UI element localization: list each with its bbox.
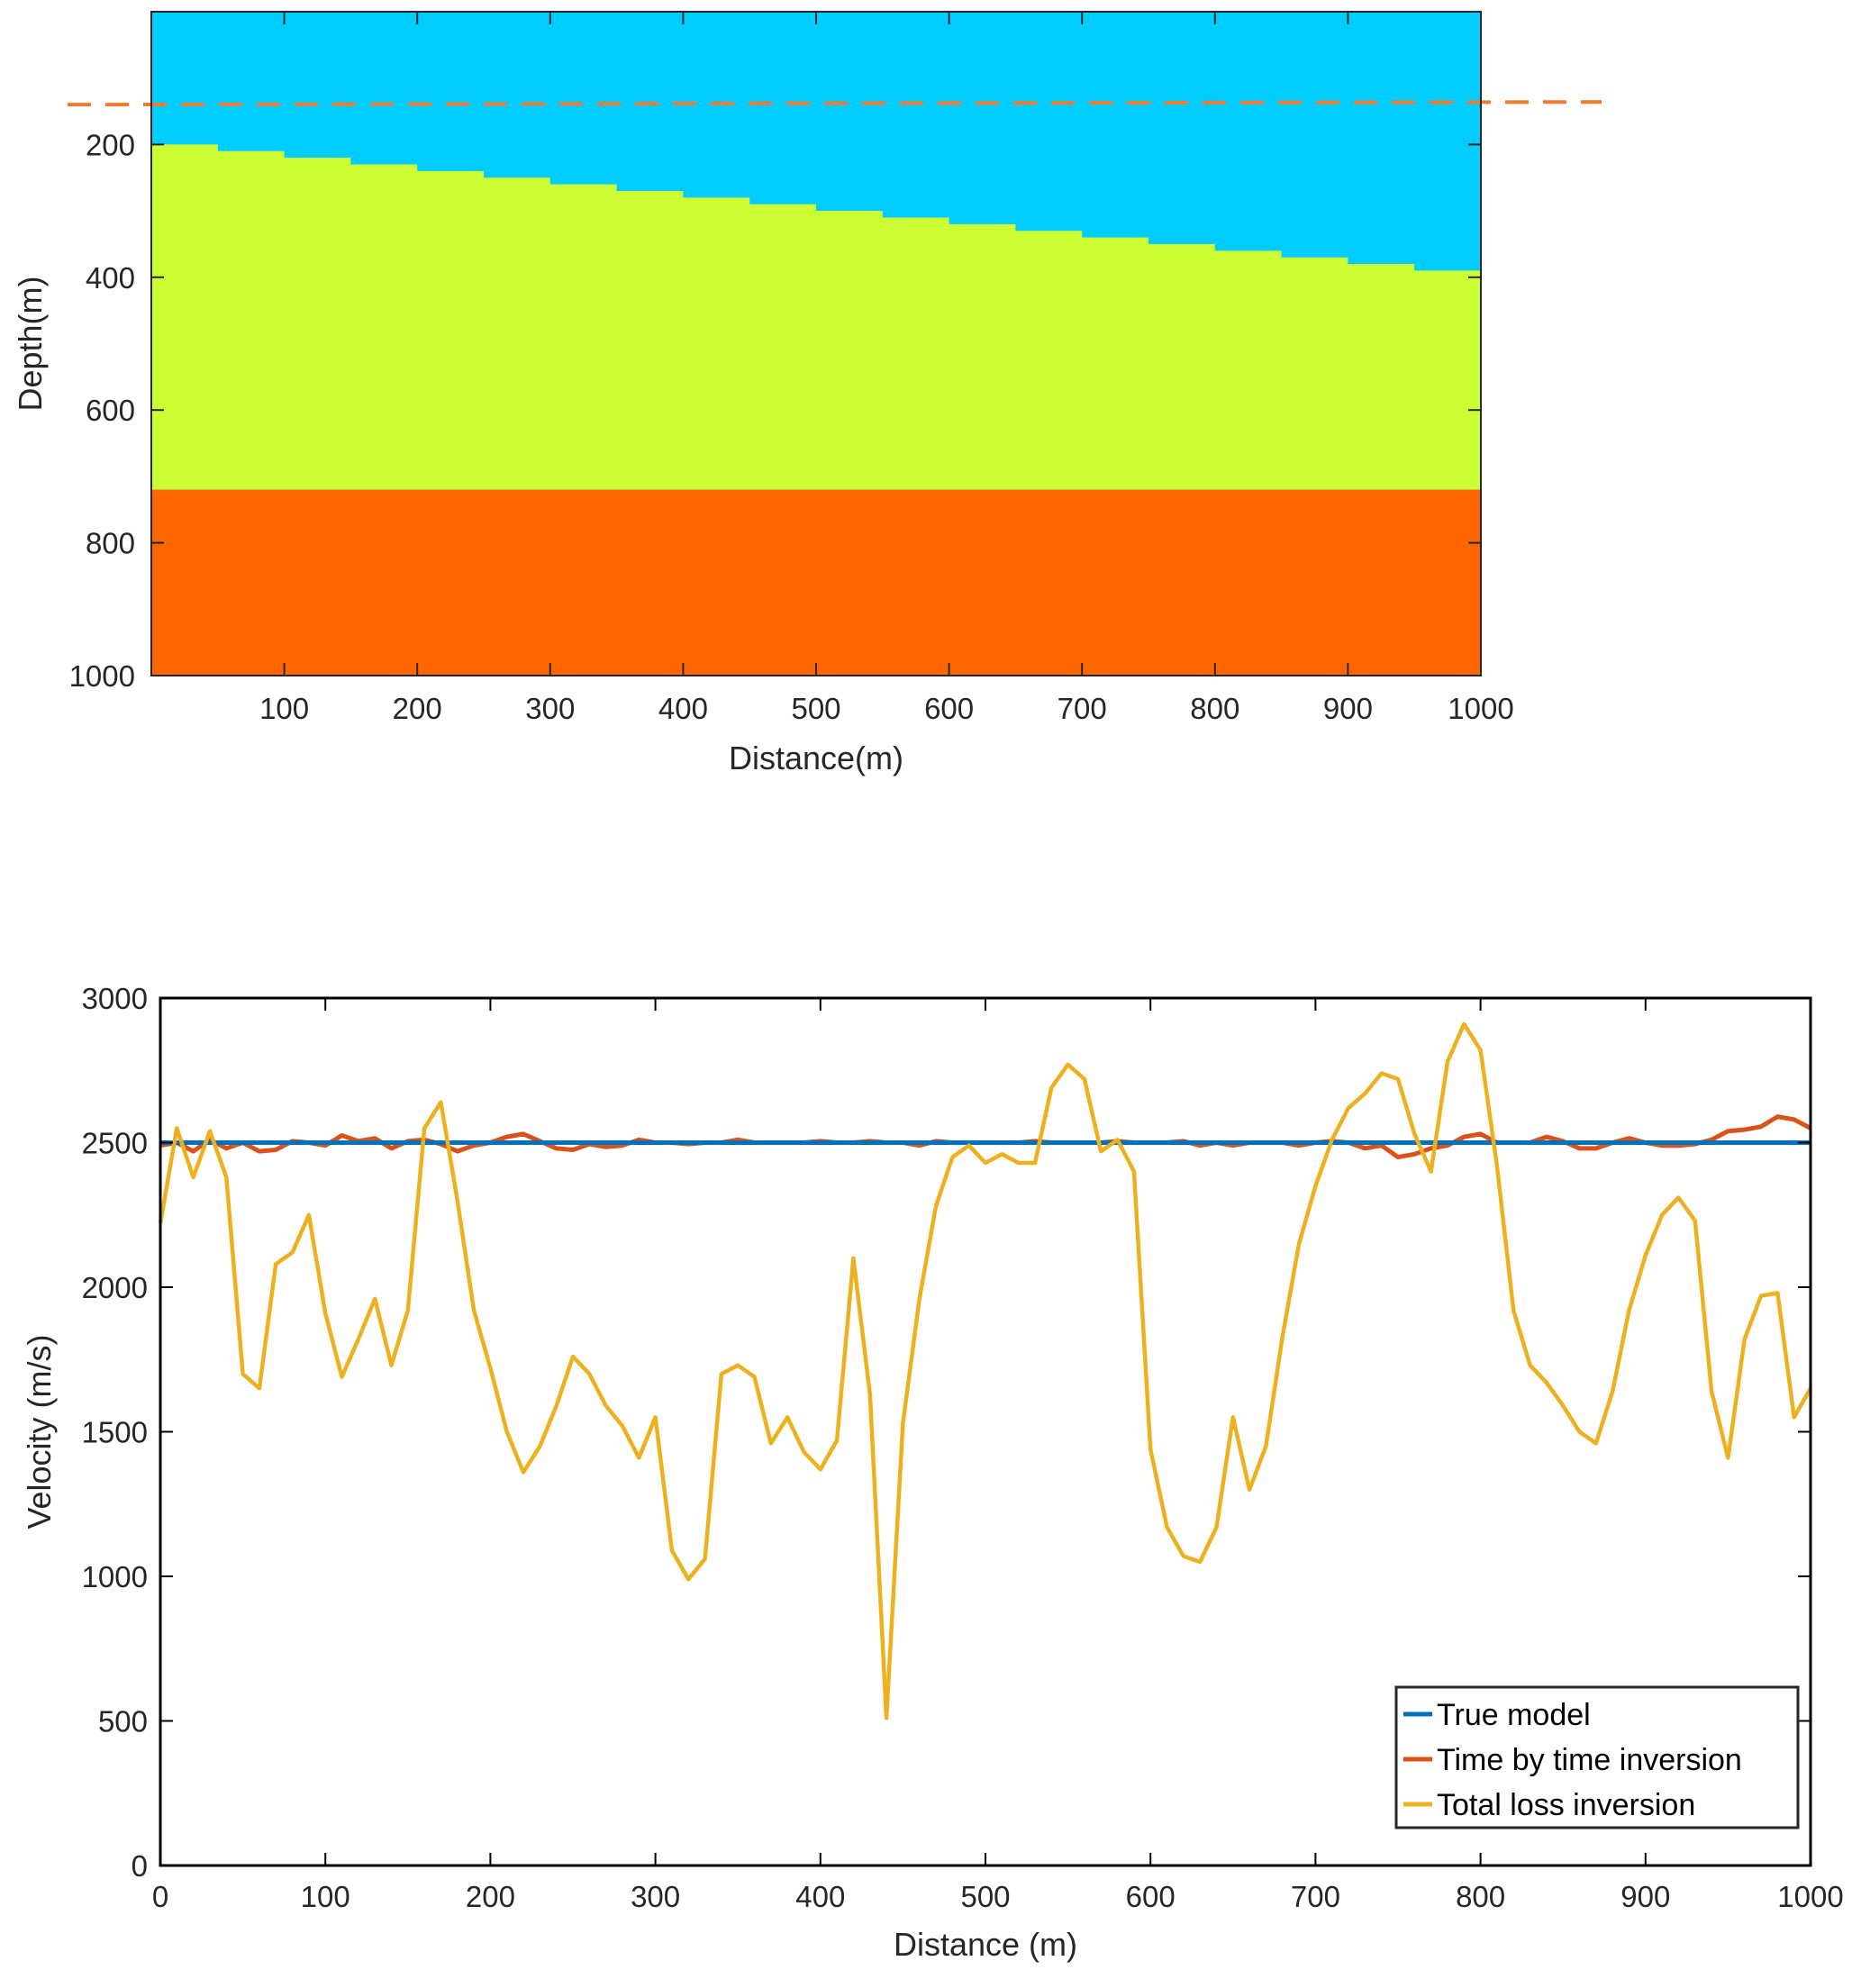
depth-x-tick-label: 200 [393, 692, 442, 725]
velocity-ticks [159, 997, 1811, 1866]
velocity-x-tick-label: 500 [960, 1880, 1010, 1913]
velocity-x-tick-label: 800 [1456, 1880, 1505, 1913]
layer-fills [151, 12, 1481, 676]
velocity-y-tick-label: 2000 [82, 1271, 148, 1304]
depth-model-chart: 100 200 300 400 500 600 700 800 900 1000 200 400 60… [12, 11, 1602, 776]
velocity-y-tick-label: 3000 [82, 982, 148, 1015]
velocity-x-tick-label: 100 [301, 1880, 350, 1913]
depth-y-tick-label: 600 [86, 394, 135, 427]
velocity-x-tick-label: 300 [631, 1880, 680, 1913]
velocity-x-tick-label: 200 [466, 1880, 515, 1913]
depth-x-tick-label: 600 [924, 692, 974, 725]
legend: True model Time by time inversion Total … [1394, 1685, 1800, 1829]
velocity-y-tick-label: 1000 [82, 1560, 148, 1593]
depth-y-tick-label: 400 [86, 261, 135, 295]
velocity-y-axis-label: Velocity (m/s) [21, 1334, 58, 1529]
depth-x-tick-label: 300 [525, 692, 575, 725]
depth-x-tick-label: 500 [791, 692, 840, 725]
layer-middle [151, 144, 1481, 490]
velocity-x-tick-label: 400 [795, 1880, 845, 1913]
velocity-y-tick-label: 500 [98, 1705, 148, 1738]
velocity-y-tick-label: 0 [132, 1849, 148, 1883]
depth-y-tick-label: 800 [86, 527, 135, 560]
depth-x-tick-label: 100 [259, 692, 309, 725]
depth-y-tick-labels: 200 400 600 800 1000 [69, 128, 135, 693]
velocity-y-tick-labels: 0 500 1000 1500 2000 2500 3000 [82, 982, 148, 1883]
legend-box [1394, 1685, 1800, 1829]
velocity-y-tick-label: 2500 [82, 1127, 148, 1160]
velocity-x-tick-label: 0 [152, 1880, 168, 1913]
depth-y-tick-label: 1000 [69, 659, 135, 693]
depth-x-tick-labels: 100 200 300 400 500 600 700 800 900 1000 [259, 692, 1514, 725]
velocity-x-axis-label: Distance (m) [894, 1926, 1077, 1963]
depth-ticks [151, 12, 1482, 676]
depth-x-tick-label: 1000 [1448, 692, 1513, 725]
depth-y-tick-label: 200 [86, 128, 135, 161]
legend-label-time-by-time-inversion: Time by time inversion [1437, 1743, 1742, 1777]
velocity-x-tick-labels: 0 100 200 300 400 500 600 700 800 900 1000 [152, 1880, 1844, 1913]
series-total-loss-inversion [158, 1021, 1812, 1720]
velocity-x-tick-label: 1000 [1777, 1880, 1843, 1913]
depth-x-tick-label: 900 [1323, 692, 1373, 725]
legend-label-true-model: True model [1437, 1698, 1591, 1732]
velocity-series [158, 1021, 1812, 1720]
depth-y-axis-label: Depth(m) [12, 276, 49, 411]
depth-x-axis-label: Distance(m) [729, 740, 903, 776]
legend-label-total-loss-inversion: Total loss inversion [1437, 1788, 1695, 1822]
velocity-x-tick-label: 600 [1126, 1880, 1176, 1913]
velocity-x-tick-label: 900 [1620, 1880, 1670, 1913]
profile-line [67, 100, 1602, 107]
velocity-x-tick-label: 700 [1291, 1880, 1340, 1913]
velocity-chart: 0 100 200 300 400 500 600 700 800 900 1000 0 500 100… [21, 982, 1844, 1963]
velocity-y-tick-label: 1500 [82, 1416, 148, 1449]
depth-x-tick-label: 700 [1058, 692, 1107, 725]
depth-x-tick-label: 800 [1190, 692, 1239, 725]
depth-x-tick-label: 400 [658, 692, 708, 725]
layer-bottom [151, 489, 1481, 676]
